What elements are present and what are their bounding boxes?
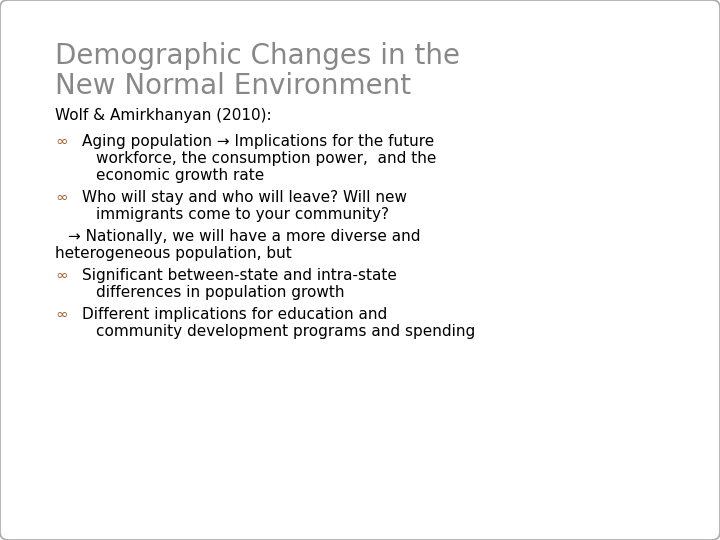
Text: Who will stay and who will leave? Will new: Who will stay and who will leave? Will n… — [82, 190, 407, 205]
Text: Significant between-state and intra-state: Significant between-state and intra-stat… — [82, 268, 397, 283]
Text: Different implications for education and: Different implications for education and — [82, 307, 387, 322]
Text: Demographic Changes in the: Demographic Changes in the — [55, 42, 460, 70]
Text: New Normal Environment: New Normal Environment — [55, 72, 411, 100]
Text: Wolf & Amirkhanyan (2010):: Wolf & Amirkhanyan (2010): — [55, 108, 271, 123]
Text: heterogeneous population, but: heterogeneous population, but — [55, 246, 292, 261]
Text: workforce, the consumption power,  and the: workforce, the consumption power, and th… — [96, 151, 436, 166]
Text: economic growth rate: economic growth rate — [96, 168, 264, 183]
Text: community development programs and spending: community development programs and spend… — [96, 324, 475, 339]
Text: immigrants come to your community?: immigrants come to your community? — [96, 207, 389, 222]
Text: ∞: ∞ — [55, 190, 68, 205]
Text: → Nationally, we will have a more diverse and: → Nationally, we will have a more divers… — [68, 229, 420, 244]
Text: ∞: ∞ — [55, 307, 68, 322]
Text: ∞: ∞ — [55, 268, 68, 283]
Text: ∞: ∞ — [55, 134, 68, 149]
Text: Aging population → Implications for the future: Aging population → Implications for the … — [82, 134, 434, 149]
Text: differences in population growth: differences in population growth — [96, 285, 344, 300]
